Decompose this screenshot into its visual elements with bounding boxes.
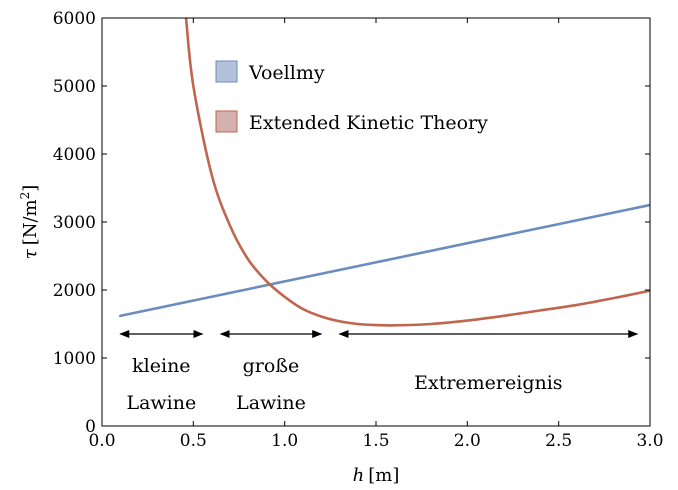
legend-item-ekt: Extended Kinetic Theory — [215, 110, 488, 134]
legend: Voellmy Extended Kinetic Theory — [215, 60, 488, 134]
x-tick-label: 0.0 — [88, 431, 115, 451]
legend-swatch-voellmy — [215, 60, 238, 83]
x-tick-label: 1.0 — [271, 431, 298, 451]
y-tick-label: 4000 — [53, 145, 96, 165]
y-tick-label: 6000 — [53, 9, 96, 29]
y-axis: 0 1000 2000 3000 4000 5000 6000 — [53, 9, 650, 437]
annotations: kleine Lawine große Lawine Extremereignis — [119, 330, 639, 414]
range-label-extrem: Extremereignis — [414, 372, 562, 394]
range-label-grosse: große — [243, 355, 300, 377]
y-tick-label: 0 — [85, 417, 96, 437]
series-line-voellmy — [118, 203, 650, 318]
range-label-kleine: kleine — [132, 355, 190, 377]
range-label-grosse: Lawine — [236, 392, 306, 414]
plot-area — [118, 18, 650, 327]
legend-label-voellmy: Voellmy — [248, 62, 325, 84]
x-tick-label: 2.0 — [454, 431, 481, 451]
x-tick-label: 0.5 — [180, 431, 207, 451]
x-tick-label: 3.0 — [636, 431, 663, 451]
x-axis: 0.0 0.5 1.0 1.5 2.0 2.5 3.0 — [88, 18, 664, 451]
legend-label-ekt: Extended Kinetic Theory — [249, 112, 488, 134]
x-tick-label: 2.5 — [545, 431, 572, 451]
y-tick-label: 5000 — [53, 77, 96, 97]
x-tick-label: 1.5 — [362, 431, 389, 451]
series-line-extended-kinetic-theory — [184, 18, 650, 327]
y-tick-label: 3000 — [53, 213, 96, 233]
legend-item-voellmy: Voellmy — [215, 60, 325, 84]
x-axis-label: h [m] — [353, 465, 400, 486]
range-label-kleine: Lawine — [126, 392, 196, 414]
y-axis-label: τ[N/m2] — [18, 185, 41, 260]
y-tick-label: 2000 — [53, 281, 96, 301]
legend-swatch-ekt — [215, 110, 238, 133]
y-tick-label: 1000 — [53, 349, 96, 369]
